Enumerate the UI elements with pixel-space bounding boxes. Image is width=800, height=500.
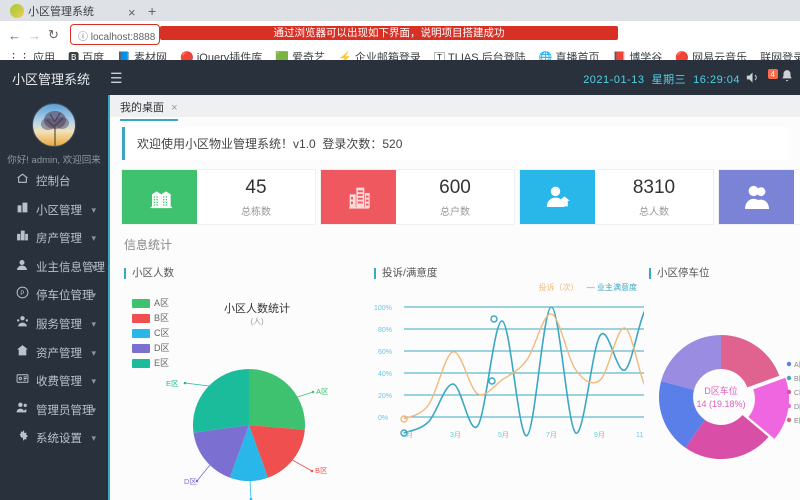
- svg-text:14 (19.18%): 14 (19.18%): [696, 399, 745, 409]
- svg-text:11月: 11月: [636, 431, 644, 439]
- svg-text:5月: 5月: [498, 431, 509, 439]
- svg-text:A区: A区: [794, 361, 800, 369]
- svg-text:40%: 40%: [378, 371, 392, 378]
- svg-text:100%: 100%: [374, 305, 392, 312]
- svg-text:E区: E区: [166, 379, 179, 388]
- svg-text:D区: D区: [184, 477, 197, 486]
- svg-text:80%: 80%: [378, 327, 392, 334]
- svg-text:D区车位: D区车位: [704, 385, 738, 396]
- svg-text:3月: 3月: [450, 431, 461, 439]
- svg-text:60%: 60%: [378, 349, 392, 356]
- svg-text:D区: D区: [794, 403, 800, 411]
- svg-text:7月: 7月: [546, 431, 557, 439]
- svg-text:1月: 1月: [402, 431, 413, 439]
- svg-text:E区: E区: [794, 417, 800, 425]
- svg-text:9月: 9月: [594, 431, 605, 439]
- svg-text:20%: 20%: [378, 393, 392, 400]
- svg-text:A区: A区: [316, 387, 329, 396]
- svg-text:P: P: [20, 292, 24, 298]
- svg-text:B区: B区: [794, 375, 800, 383]
- svg-text:B区: B区: [315, 466, 328, 475]
- svg-text:C区: C区: [794, 389, 800, 397]
- svg-text:0%: 0%: [378, 415, 388, 422]
